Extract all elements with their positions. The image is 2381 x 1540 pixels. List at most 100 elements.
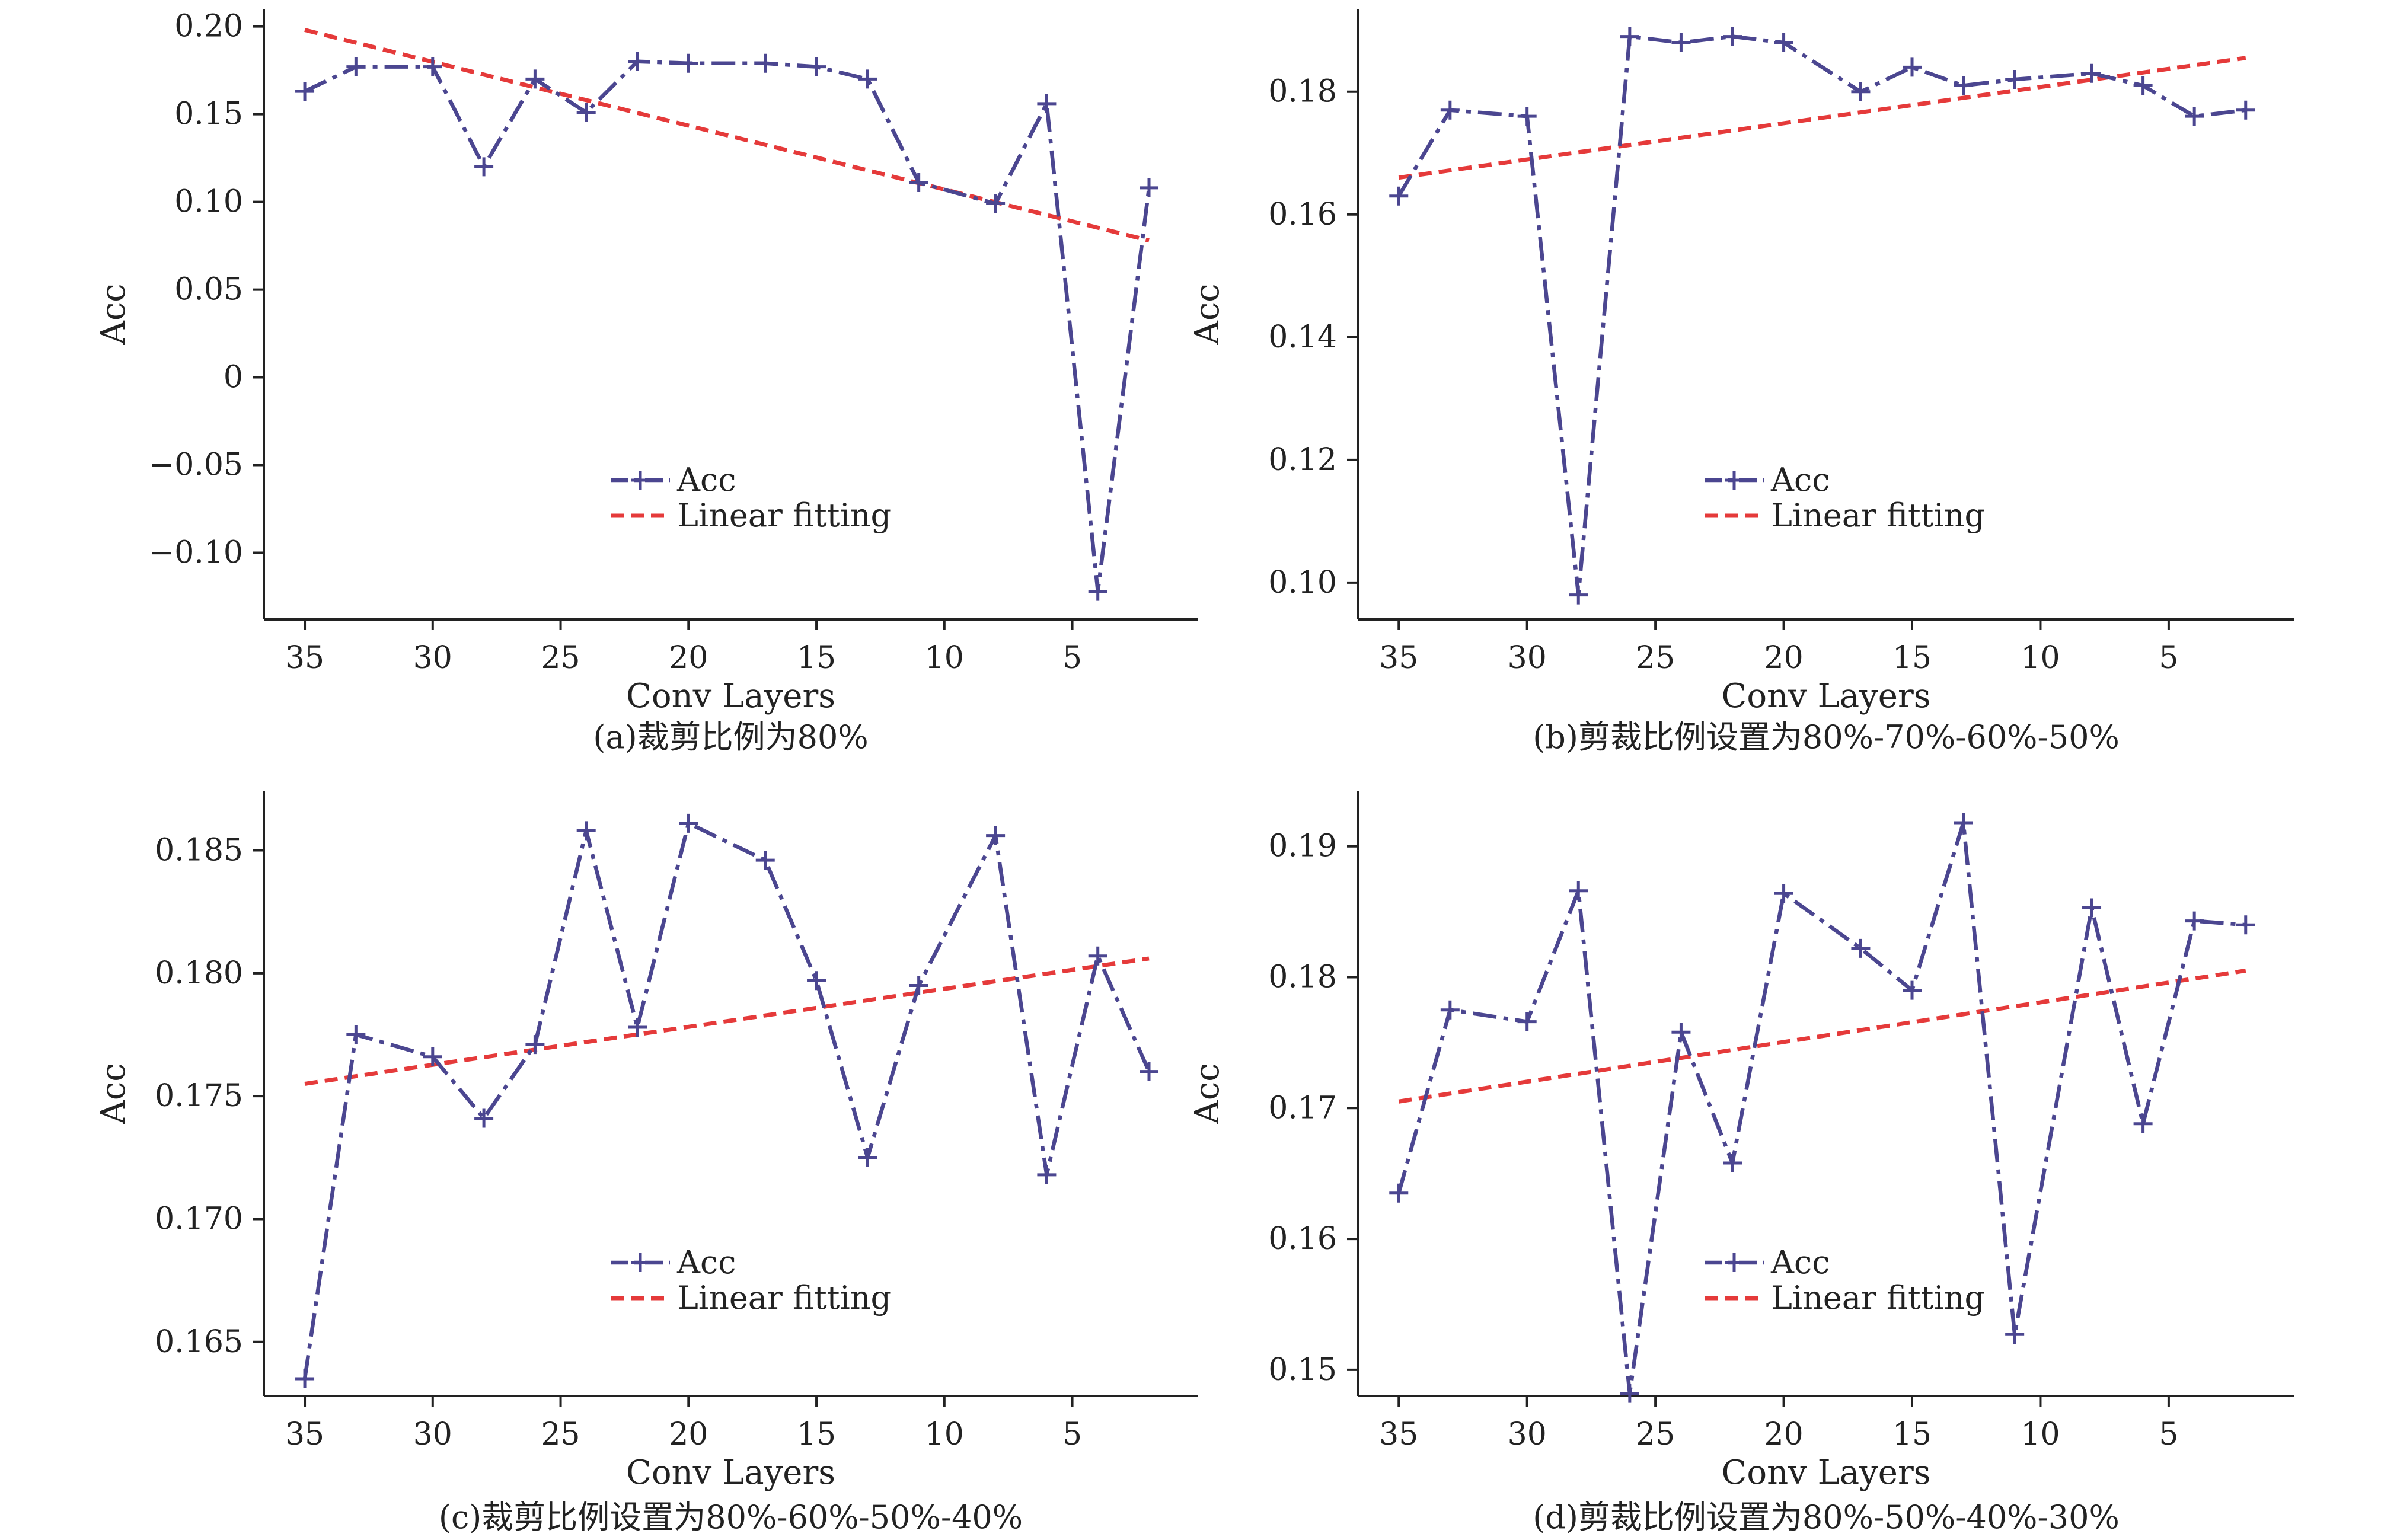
acc-point-marker (2185, 107, 2204, 126)
y-tick-label: 0.180 (155, 956, 243, 991)
x-tick-label: 5 (2159, 1417, 2178, 1452)
acc-point-marker (525, 69, 545, 89)
chart-panel-a: 35 30 25 20 15 10 5 0.20 0.15 0.10 0.05 0 −0.05 −0.10… (94, 9, 1198, 756)
x-tick-label: 15 (797, 640, 836, 676)
y-tick-label: 0.10 (174, 184, 243, 220)
acc-point-marker (1037, 94, 1057, 113)
x-tick-label: 25 (1636, 640, 1675, 676)
series-acc-line (1397, 34, 2246, 597)
x-tick-label: 20 (669, 640, 708, 676)
acc-point-marker (807, 971, 826, 991)
acc-point-marker (346, 57, 366, 76)
x-tick-label: 35 (285, 640, 324, 676)
y-tick-label: 0.185 (155, 833, 243, 868)
acc-point-marker (474, 157, 494, 177)
x-tick-label: 15 (1892, 640, 1932, 676)
acc-point-marker (346, 1025, 366, 1044)
y-tick-label: −0.10 (149, 535, 243, 571)
x-tick-label: 10 (2021, 640, 2060, 676)
y-tick-label: 0.20 (174, 9, 243, 44)
series-linear-fitting-line (304, 956, 1150, 1086)
acc-point-marker (986, 826, 1006, 845)
y-tick-label: 0.17 (1268, 1090, 1337, 1126)
acc-point-marker (858, 1148, 877, 1167)
legend-acc-marker (631, 471, 650, 490)
chart-caption: (b)剪裁比例设置为80%-70%-60%-50% (1533, 718, 2120, 756)
y-tick-label: 0.15 (174, 97, 243, 132)
acc-point-marker (1569, 881, 1588, 900)
x-axis-title: Conv Layers (1722, 1453, 1931, 1492)
acc-point-marker (1774, 884, 1793, 903)
chart-caption: (c)裁剪比例设置为80%-60%-50%-40% (439, 1499, 1023, 1536)
acc-point-marker (755, 851, 775, 870)
y-tick-label: 0.170 (155, 1201, 243, 1237)
acc-point-marker (2005, 70, 2025, 90)
acc-point-marker (1620, 27, 1639, 46)
legend-acc-marker (1725, 471, 1744, 490)
legend-fit-label: Linear fitting (1771, 497, 1985, 534)
series-linear-fitting-line (1398, 969, 2246, 1104)
acc-point-marker (986, 194, 1006, 213)
series-acc-line (1397, 820, 2246, 1395)
x-tick-label: 25 (541, 1417, 580, 1452)
x-axis-title: Conv Layers (1722, 677, 1931, 715)
x-tick-label: 20 (1764, 640, 1803, 676)
acc-point-marker (858, 69, 877, 89)
acc-point-marker (1671, 1023, 1691, 1042)
acc-point-marker (295, 1369, 315, 1388)
acc-point-marker (1088, 582, 1107, 601)
x-tick-label: 30 (413, 1417, 452, 1452)
y-tick-label: 0.12 (1268, 442, 1337, 478)
x-tick-label: 20 (669, 1417, 708, 1452)
x-tick-label: 25 (1636, 1417, 1675, 1452)
x-tick-label: 10 (2021, 1417, 2060, 1452)
x-tick-label: 20 (1764, 1417, 1803, 1452)
legend-acc-label: Acc (676, 461, 736, 499)
acc-point-marker (1954, 76, 1973, 95)
acc-point-marker (628, 52, 647, 71)
acc-point-marker (1671, 33, 1691, 52)
legend-acc-marker (631, 1253, 650, 1272)
chart-panel-d: 35 30 25 20 15 10 5 0.19 0.18 0.17 0.16 0.15 Conv La… (1188, 791, 2294, 1536)
x-tick-label: 30 (413, 640, 452, 676)
acc-point-marker (1723, 27, 1742, 46)
y-tick-label: 0.18 (1268, 960, 1337, 995)
acc-point-marker (909, 976, 928, 995)
x-tick-label: 15 (797, 1417, 836, 1452)
legend-fit-label: Linear fitting (1771, 1279, 1985, 1317)
y-tick-label: 0.18 (1268, 74, 1337, 110)
y-tick-label: 0.175 (155, 1078, 243, 1114)
x-tick-label: 35 (285, 1417, 324, 1452)
acc-point-marker (1903, 57, 1922, 77)
acc-point-marker (1569, 585, 1588, 605)
legend-fit-label: Linear fitting (677, 1279, 891, 1317)
acc-point-marker (423, 57, 442, 76)
acc-point-marker (2185, 911, 2204, 931)
x-axis-title: Conv Layers (626, 677, 835, 715)
x-tick-label: 25 (541, 640, 580, 676)
acc-point-marker (1517, 1012, 1537, 1031)
acc-point-marker (2082, 898, 2102, 918)
chart-caption: (d)剪裁比例设置为80%-50%-40%-30% (1533, 1499, 2120, 1536)
acc-point-marker (1620, 1384, 1639, 1403)
acc-point-marker (1774, 33, 1793, 52)
x-tick-label: 5 (2159, 640, 2178, 676)
chart-panel-b: 35 30 25 20 15 10 5 0.18 0.16 0.14 0.12 0.10 Conv La… (1188, 9, 2294, 756)
y-axis-title: Acc (1188, 283, 1227, 345)
x-axis-title: Conv Layers (626, 1453, 835, 1492)
acc-point-marker (525, 1035, 545, 1055)
series-linear-fitting-line (304, 28, 1150, 243)
y-tick-label: 0.16 (1268, 197, 1337, 232)
y-axis-title: Acc (94, 283, 133, 345)
acc-point-marker (1440, 1000, 1460, 1020)
series-acc-line (304, 59, 1151, 593)
acc-point-marker (1723, 1154, 1742, 1173)
acc-point-marker (2082, 63, 2102, 83)
y-tick-label: −0.05 (149, 448, 243, 483)
acc-point-marker (679, 53, 698, 73)
y-tick-label: 0.19 (1268, 829, 1337, 864)
acc-point-marker (576, 821, 596, 841)
y-tick-label: 0.15 (1268, 1352, 1337, 1388)
acc-point-marker (2005, 1325, 2025, 1344)
